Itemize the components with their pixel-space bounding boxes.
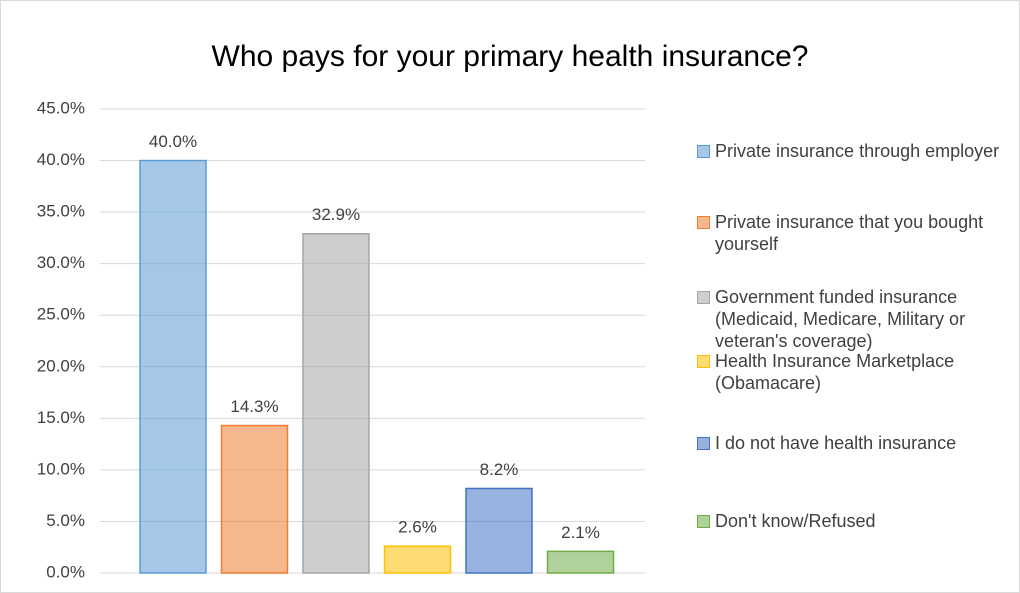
legend-swatch [697, 291, 710, 304]
legend-item: Government funded insurance (Medicaid, M… [697, 286, 1012, 352]
y-tick-label: 10.0% [37, 459, 85, 478]
legend-swatch [697, 216, 710, 229]
bar [220, 424, 289, 574]
bar [465, 487, 533, 574]
y-tick-label: 45.0% [37, 98, 85, 117]
y-tick-label: 35.0% [37, 202, 85, 221]
legend-label: Health Insurance Marketplace (Obamacare) [715, 351, 955, 393]
y-tick-label: 20.0% [37, 356, 85, 375]
legend-swatch [697, 355, 710, 368]
legend-item: Private insurance that you bought yourse… [697, 211, 1012, 255]
legend-label: Government funded insurance (Medicaid, M… [715, 287, 966, 351]
legend-swatch [697, 437, 710, 450]
legend-item: Private insurance through employer [697, 140, 1012, 162]
legend-swatch [697, 515, 710, 528]
data-label: 32.9% [312, 205, 360, 224]
data-label: 8.2% [480, 460, 519, 479]
y-tick-label: 5.0% [46, 511, 85, 530]
bar [302, 233, 370, 574]
data-label: 2.6% [398, 518, 437, 537]
data-label: 40.0% [149, 132, 197, 151]
y-tick-label: 40.0% [37, 150, 85, 169]
data-label: 14.3% [230, 397, 278, 416]
legend-item: Don't know/Refused [697, 510, 1012, 532]
y-tick-label: 15.0% [37, 408, 85, 427]
legend-label: Don't know/Refused [715, 511, 876, 531]
bar [139, 159, 207, 574]
legend-item: Health Insurance Marketplace (Obamacare) [697, 350, 1012, 394]
data-label: 2.1% [561, 523, 600, 542]
legend-swatch [697, 145, 710, 158]
bar [546, 550, 615, 574]
y-tick-label: 30.0% [37, 253, 85, 272]
legend-label: Private insurance through employer [715, 141, 1000, 161]
legend-label: Private insurance that you bought yourse… [715, 212, 984, 254]
y-tick-label: 25.0% [37, 305, 85, 324]
chart-title: Who pays for your primary health insuran… [212, 40, 809, 73]
bar [383, 545, 452, 574]
y-tick-label: 0.0% [46, 562, 85, 581]
legend-label: I do not have health insurance [715, 433, 957, 453]
legend-item: I do not have health insurance [697, 432, 1012, 454]
